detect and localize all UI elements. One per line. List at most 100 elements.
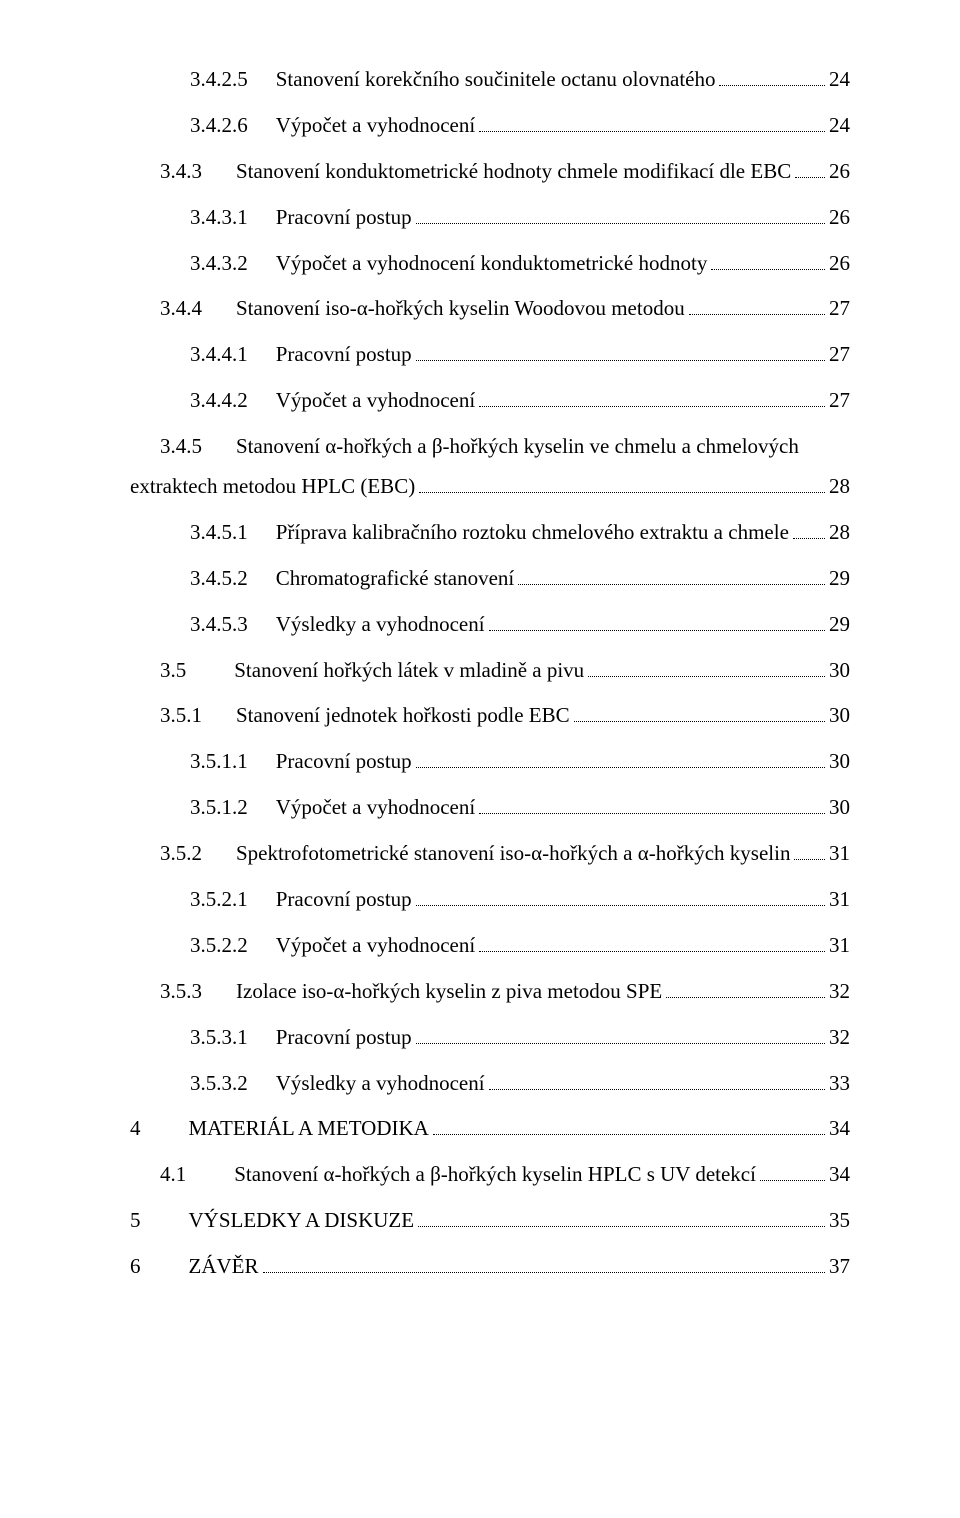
- toc-page-number: 26: [829, 198, 850, 238]
- toc-title: Výpočet a vyhodnocení konduktometrické h…: [276, 244, 708, 284]
- table-of-contents: 3.4.2.5 Stanovení korekčního součinitele …: [130, 60, 850, 1287]
- toc-title: Výpočet a vyhodnocení: [276, 381, 475, 421]
- toc-leader-dots: [588, 657, 825, 677]
- toc-entry: 3.5.1.2Výpočet a vyhodnocení30: [130, 788, 850, 828]
- toc-title: Příprava kalibračního roztoku chmelového…: [276, 513, 789, 553]
- toc-entry: 3.5.2.1Pracovní postup31: [130, 880, 850, 920]
- toc-title: Pracovní postup: [276, 880, 412, 920]
- toc-title: Výsledky a vyhodnocení: [276, 1064, 485, 1104]
- toc-leader-dots: [793, 519, 825, 539]
- toc-title: Výpočet a vyhodnocení: [276, 926, 475, 966]
- toc-page-number: 34: [829, 1109, 850, 1149]
- toc-entry: 3.4.5.3Výsledky a vyhodnocení29: [130, 605, 850, 645]
- toc-title: Pracovní postup: [276, 335, 412, 375]
- toc-leader-dots: [418, 1207, 825, 1227]
- toc-leader-dots: [479, 932, 825, 952]
- toc-entry: 3.5.1Stanovení jednotek hořkosti podle E…: [130, 696, 850, 736]
- toc-number: 5: [130, 1201, 141, 1241]
- toc-page-number: 31: [829, 880, 850, 920]
- toc-number: 3.4.2.5: [190, 60, 248, 100]
- toc-leader-dots: [416, 886, 825, 906]
- toc-title: Stanovení hořkých látek v mladině a pivu: [234, 651, 584, 691]
- toc-page-number: 30: [829, 788, 850, 828]
- toc-leader-dots: [666, 978, 825, 998]
- toc-leader-dots: [433, 1116, 825, 1136]
- toc-leader-dots: [419, 473, 825, 493]
- toc-number: 3.4.4.1: [190, 335, 248, 375]
- toc-entry: 3.4.3Stanovení konduktometrické hodnoty …: [130, 152, 850, 192]
- toc-entry: 3.5 Stanovení hořkých látek v mladině a p…: [130, 651, 850, 691]
- toc-page-number: 24: [829, 106, 850, 146]
- toc-number: 3.5: [160, 651, 186, 691]
- toc-leader-dots: [518, 565, 825, 585]
- toc-entry: 3.4.5.1 Příprava kalibračního roztoku chm…: [130, 513, 850, 553]
- toc-page-number: 24: [829, 60, 850, 100]
- toc-title: Pracovní postup: [276, 198, 412, 238]
- toc-leader-dots: [794, 840, 825, 860]
- toc-leader-dots: [489, 1070, 825, 1090]
- toc-entry: 3.5.1.1 Pracovní postup 30: [130, 742, 850, 782]
- toc-page-number: 30: [829, 742, 850, 782]
- toc-entry: 3.5.3Izolace iso-α-hořkých kyselin z piv…: [130, 972, 850, 1012]
- toc-leader-dots: [263, 1253, 826, 1273]
- toc-number: 3.4.5.2: [190, 559, 248, 599]
- toc-title: Stanovení iso-α-hořkých kyselin Woodovou…: [236, 289, 685, 329]
- toc-entry: 3.4.5 Stanovení α-hořkých a β-hořkých kys…: [130, 427, 850, 507]
- toc-title: MATERIÁL A METODIKA: [189, 1109, 429, 1149]
- toc-entry: 3.5.3.1 Pracovní postup 32: [130, 1018, 850, 1058]
- toc-entry: 3.4.4.1 Pracovní postup 27: [130, 335, 850, 375]
- toc-entry: 6ZÁVĚR37: [130, 1247, 850, 1287]
- toc-page-number: 29: [829, 605, 850, 645]
- toc-title: Stanovení α-hořkých a β-hořkých kyselin …: [236, 427, 799, 467]
- toc-leader-dots: [479, 794, 825, 814]
- toc-title: VÝSLEDKY A DISKUZE: [189, 1201, 415, 1241]
- toc-page-number: 29: [829, 559, 850, 599]
- toc-page-number: 30: [829, 651, 850, 691]
- toc-number: 3.4.3: [160, 152, 202, 192]
- toc-number: 3.4.4: [160, 289, 202, 329]
- toc-page-number: 27: [829, 381, 850, 421]
- toc-leader-dots: [719, 66, 825, 86]
- toc-page-number: 30: [829, 696, 850, 736]
- toc-page-number: 33: [829, 1064, 850, 1104]
- toc-number: 3.5.3.1: [190, 1018, 248, 1058]
- toc-title: Stanovení α-hořkých a β-hořkých kyselin …: [234, 1155, 756, 1195]
- toc-entry: 3.4.4.2 Výpočet a vyhodnocení 27: [130, 381, 850, 421]
- toc-title: Výpočet a vyhodnocení: [276, 106, 475, 146]
- toc-entry: 3.4.4 Stanovení iso-α-hořkých kyselin Woo…: [130, 289, 850, 329]
- toc-title: Stanovení korekčního součinitele octanu …: [276, 60, 716, 100]
- toc-title: ZÁVĚR: [189, 1247, 259, 1287]
- toc-number: 3.5.2.2: [190, 926, 248, 966]
- toc-number: 3.4.4.2: [190, 381, 248, 421]
- toc-entry: 3.5.2.2Výpočet a vyhodnocení31: [130, 926, 850, 966]
- toc-page-number: 32: [829, 1018, 850, 1058]
- toc-number: 3.4.2.6: [190, 106, 248, 146]
- toc-page-number: 27: [829, 335, 850, 375]
- toc-entry: 5VÝSLEDKY A DISKUZE35: [130, 1201, 850, 1241]
- toc-page-number: 26: [829, 152, 850, 192]
- toc-title: Chromatografické stanovení: [276, 559, 515, 599]
- toc-number: 3.4.3.1: [190, 198, 248, 238]
- toc-title: Pracovní postup: [276, 742, 412, 782]
- toc-page-number: 27: [829, 289, 850, 329]
- toc-leader-dots: [489, 611, 825, 631]
- toc-leader-dots: [416, 748, 825, 768]
- toc-title: Pracovní postup: [276, 1018, 412, 1058]
- toc-leader-dots: [760, 1161, 825, 1181]
- toc-leader-dots: [689, 296, 825, 316]
- toc-entry: 3.4.3.2 Výpočet a vyhodnocení konduktomet…: [130, 244, 850, 284]
- toc-number: 3.5.1: [160, 696, 202, 736]
- toc-page-number: 32: [829, 972, 850, 1012]
- toc-entry: 3.4.2.6 Výpočet a vyhodnocení 24: [130, 106, 850, 146]
- toc-entry: 3.5.3.2 Výsledky a vyhodnocení 33: [130, 1064, 850, 1104]
- toc-leader-dots: [795, 158, 825, 178]
- toc-number: 3.5.1.2: [190, 788, 248, 828]
- toc-number: 3.5.1.1: [190, 742, 248, 782]
- toc-page-number: 26: [829, 244, 850, 284]
- toc-entry: 3.5.2Spektrofotometrické stanovení iso-α…: [130, 834, 850, 874]
- toc-number: 3.5.3.2: [190, 1064, 248, 1104]
- toc-number: 3.4.5: [160, 427, 202, 467]
- toc-entry: 3.4.5.2 Chromatografické stanovení 29: [130, 559, 850, 599]
- toc-number: 3.4.3.2: [190, 244, 248, 284]
- toc-number: 3.4.5.1: [190, 513, 248, 553]
